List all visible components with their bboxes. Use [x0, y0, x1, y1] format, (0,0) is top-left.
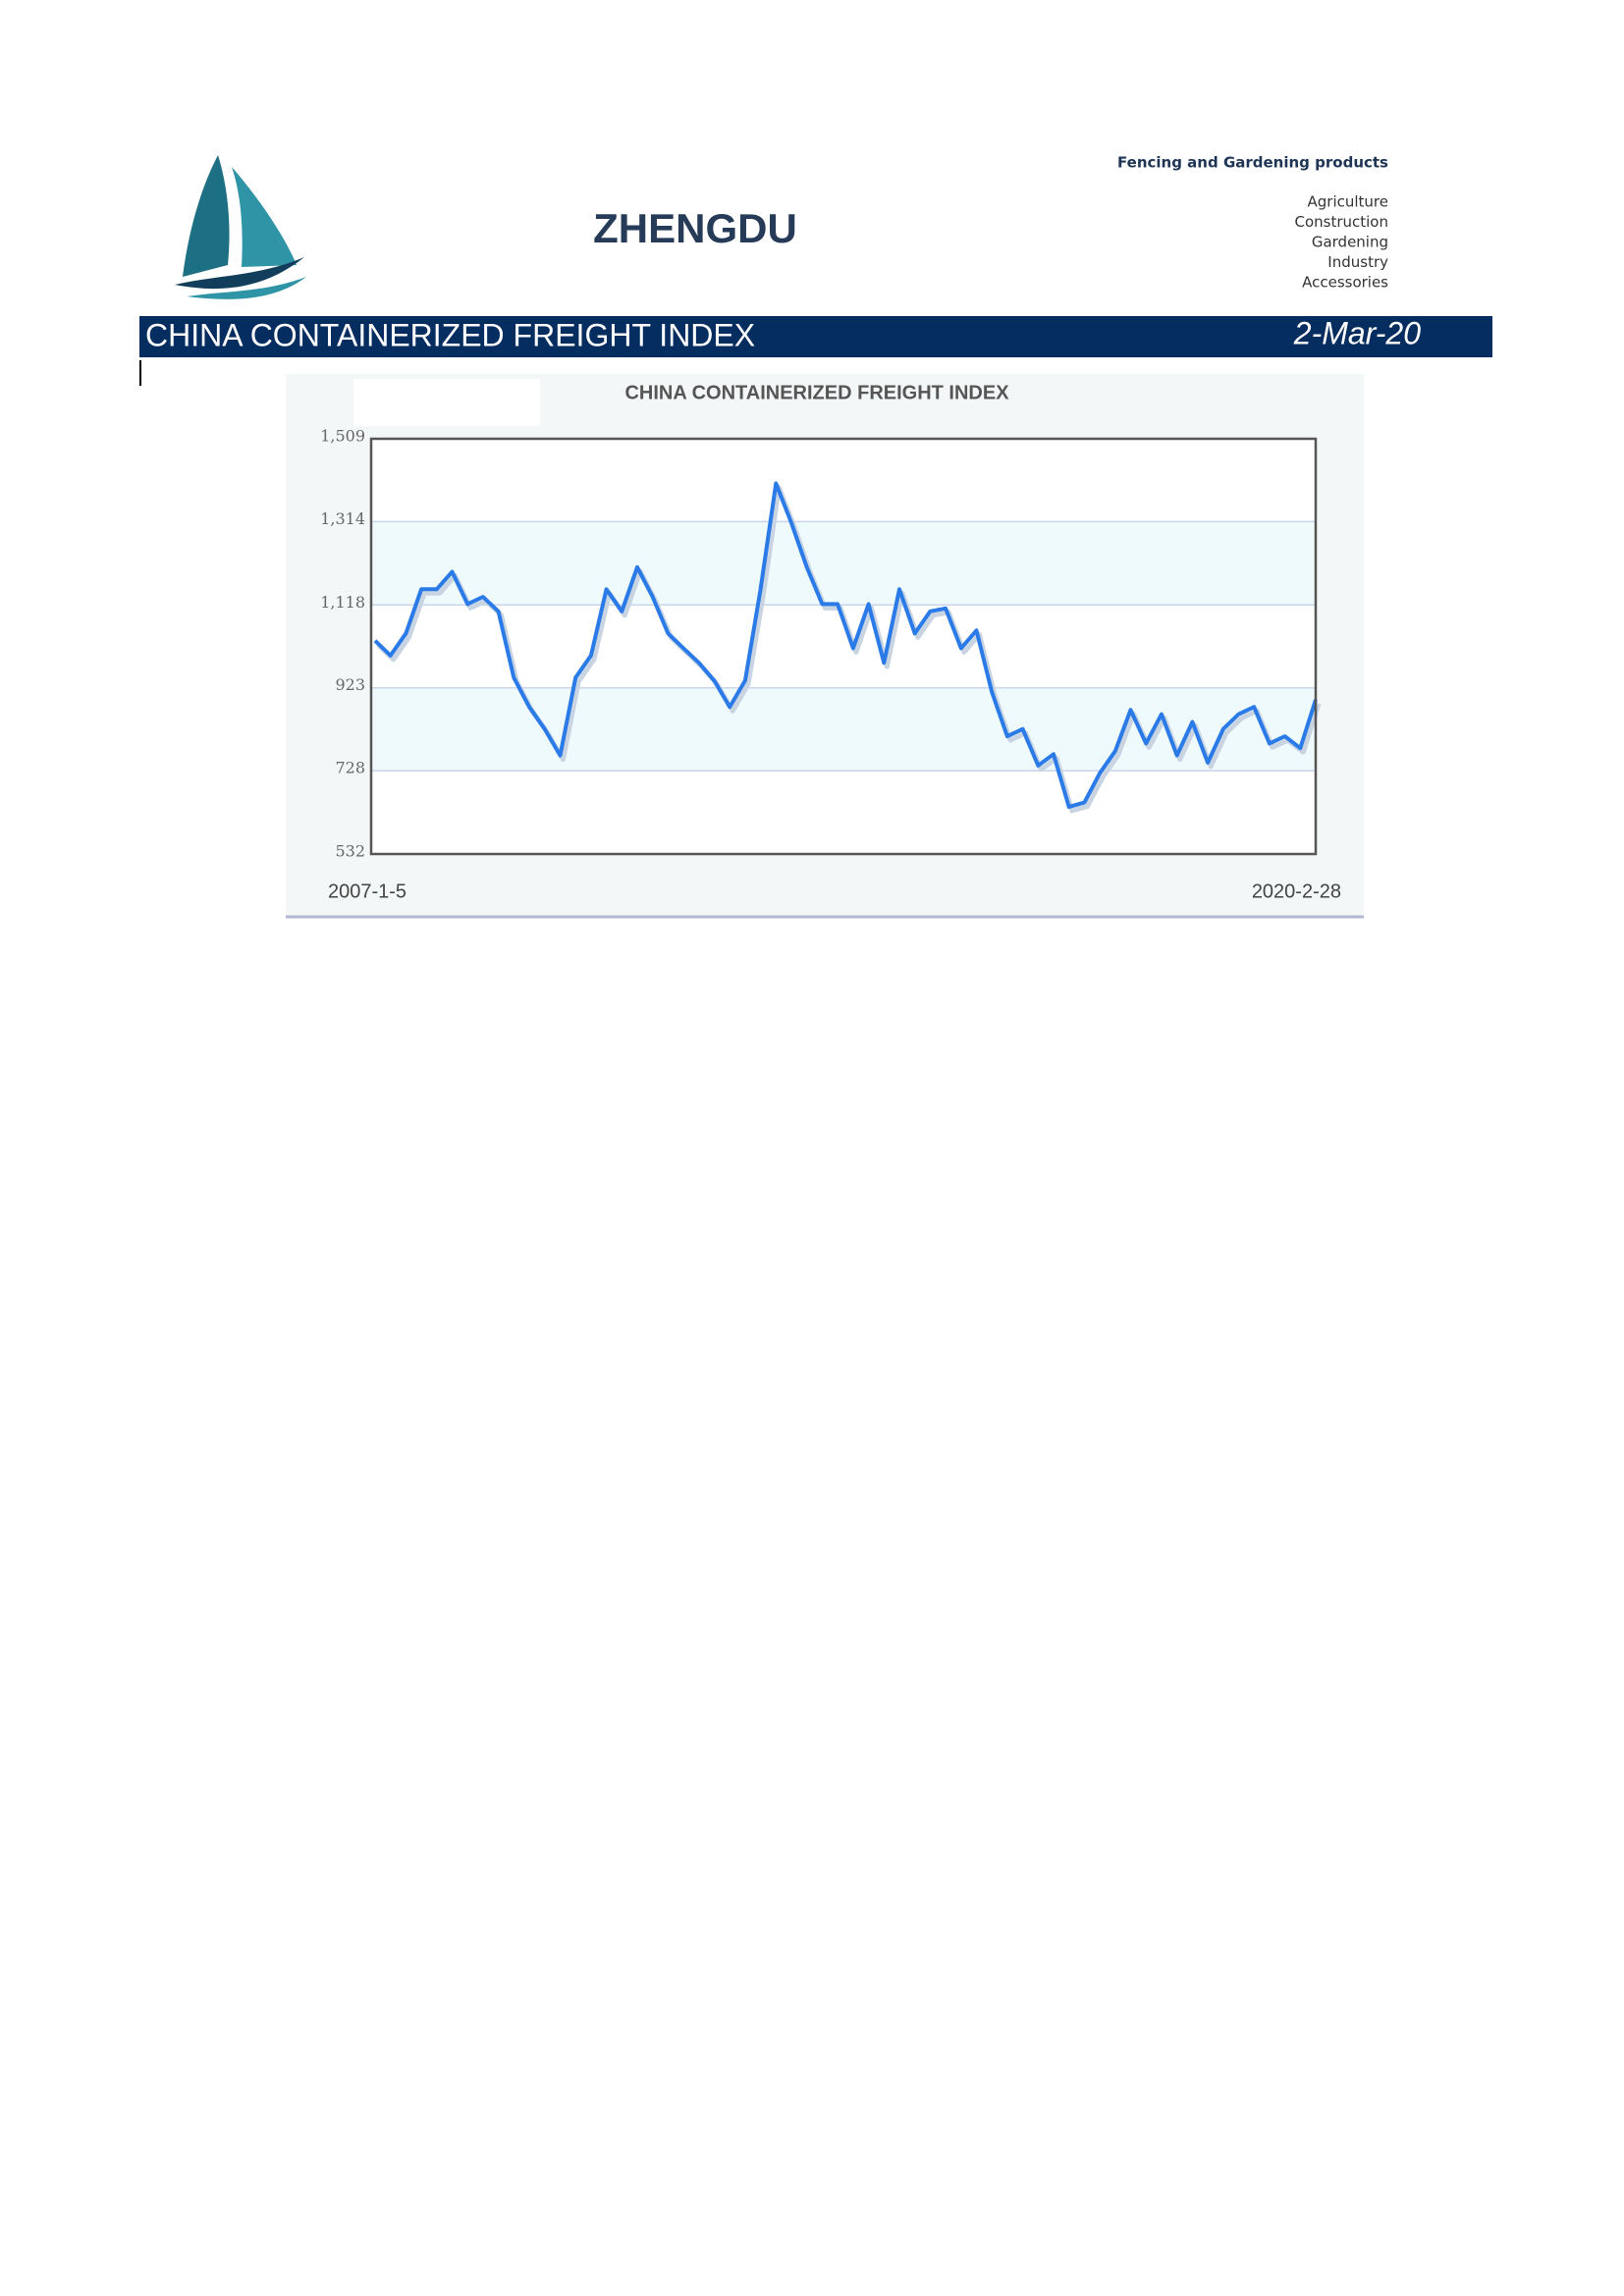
- product-item: Construction: [1294, 213, 1388, 231]
- logo: [175, 155, 306, 299]
- tagline: Fencing and Gardening products: [1117, 154, 1388, 172]
- product-item: Gardening: [1312, 234, 1388, 251]
- product-list: Agriculture Construction Gardening Industry…: [1294, 193, 1388, 292]
- x-tick-label: 2020-2-28: [1252, 881, 1341, 902]
- grid-band: [371, 521, 1316, 606]
- plot: 532 728 923 1,118 1,314 1,509 2007-1-5 2020-2-2…: [320, 427, 1341, 903]
- plot-area: [371, 439, 1316, 854]
- product-item: Agriculture: [1308, 193, 1389, 211]
- series-line: [373, 481, 1318, 809]
- banner: [139, 316, 1492, 357]
- banner-title: CHINA CONTAINERIZED FREIGHT INDEX: [145, 317, 755, 352]
- grid-band: [371, 687, 1316, 772]
- product-item: Accessories: [1302, 274, 1388, 292]
- x-tick-label: 2007-1-5: [328, 881, 406, 902]
- y-tick-label: 1,509: [320, 427, 365, 446]
- y-tick-label: 1,118: [320, 593, 365, 612]
- y-tick-label: 532: [335, 842, 365, 861]
- banner-date: 2-Mar-20: [1293, 315, 1421, 350]
- y-tick-label: 1,314: [320, 509, 365, 528]
- y-tick-label: 923: [335, 675, 365, 694]
- chart-title: CHINA CONTAINERIZED FREIGHT INDEX: [624, 382, 1009, 403]
- y-tick-label: 728: [335, 759, 365, 777]
- plot-border: [369, 437, 1318, 856]
- product-item: Industry: [1327, 253, 1388, 271]
- company-name: ZHENGDU: [593, 205, 797, 251]
- chart-blank-box: [353, 379, 540, 426]
